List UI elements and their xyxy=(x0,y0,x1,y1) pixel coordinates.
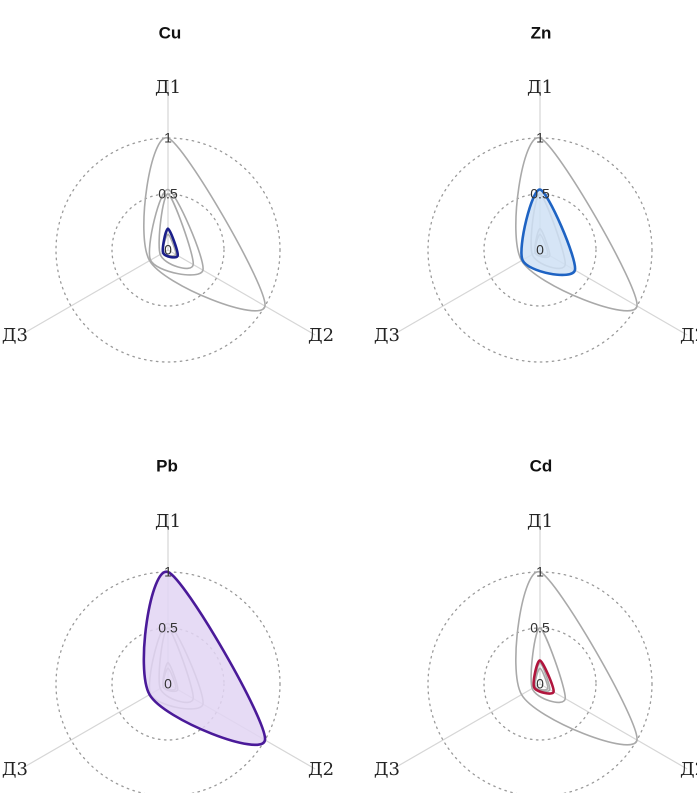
ring-tick-label: 1 xyxy=(536,564,544,580)
axis-label-2: Д2 xyxy=(680,325,697,346)
background-series-shape xyxy=(148,188,204,276)
highlight-series-shape xyxy=(520,188,577,277)
axis-label-3: Д3 xyxy=(374,759,400,780)
axis-label-2: Д2 xyxy=(680,759,697,780)
axis-label-2: Д2 xyxy=(308,759,334,780)
background-series-shape xyxy=(534,667,549,691)
ring-tick-label: 0 xyxy=(536,242,544,258)
grid-ring xyxy=(55,571,281,793)
axis-label-3: Д3 xyxy=(2,759,28,780)
grid-ring xyxy=(55,137,281,363)
ring-tick-label: 1 xyxy=(164,564,172,580)
radar-panel-pb: Pb 0 0.5 1 Д1 Д2 Д3 xyxy=(2,456,334,793)
axis-label-1: Д1 xyxy=(155,511,181,532)
background-series-shape xyxy=(530,627,567,704)
radar-panel-cu: Cu 0 0.5 1 Д1 Д2 Д3 xyxy=(2,23,334,363)
chart-title: Cu xyxy=(159,23,182,42)
background-series-shape xyxy=(515,571,638,746)
ring-tick-label: 1 xyxy=(164,130,172,146)
grid-ring xyxy=(427,137,653,363)
axis-label-3: Д3 xyxy=(374,325,400,346)
axis-spoke xyxy=(392,249,541,336)
ring-tick-label: 0.5 xyxy=(158,620,178,636)
background-series-shape xyxy=(158,193,195,270)
ring-tick-label: 0 xyxy=(164,676,172,692)
chart-title: Cd xyxy=(530,456,553,475)
axis-label-3: Д3 xyxy=(2,325,28,346)
highlight-series-shape xyxy=(532,659,555,695)
axis-label-1: Д1 xyxy=(527,511,553,532)
chart-title: Zn xyxy=(531,23,552,42)
axis-label-1: Д1 xyxy=(527,77,553,98)
axis-spoke xyxy=(539,683,688,770)
ring-tick-label: 0.5 xyxy=(158,186,178,202)
axis-spoke xyxy=(20,249,169,336)
chart-title: Pb xyxy=(156,456,178,475)
axis-label-2: Д2 xyxy=(308,325,334,346)
ring-tick-label: 0.5 xyxy=(530,620,550,636)
axis-spoke xyxy=(167,249,316,336)
background-series-shape xyxy=(143,137,266,312)
highlight-series-shape xyxy=(142,570,267,747)
ring-tick-label: 0 xyxy=(164,242,172,258)
axis-spoke xyxy=(20,683,169,770)
background-series-shape xyxy=(515,137,638,312)
axis-label-1: Д1 xyxy=(155,77,181,98)
ring-tick-label: 0.5 xyxy=(530,186,550,202)
axis-spoke xyxy=(392,683,541,770)
highlight-series-shape xyxy=(161,227,180,259)
radar-panel-cd: Cd 0 0.5 1 Д1 Д2 Д3 xyxy=(374,456,697,793)
radar-panel-zn: Zn 0 0.5 1 Д1 Д2 Д3 xyxy=(374,23,697,363)
grid-ring xyxy=(427,571,653,793)
ring-tick-label: 0 xyxy=(536,676,544,692)
ring-tick-label: 1 xyxy=(536,130,544,146)
